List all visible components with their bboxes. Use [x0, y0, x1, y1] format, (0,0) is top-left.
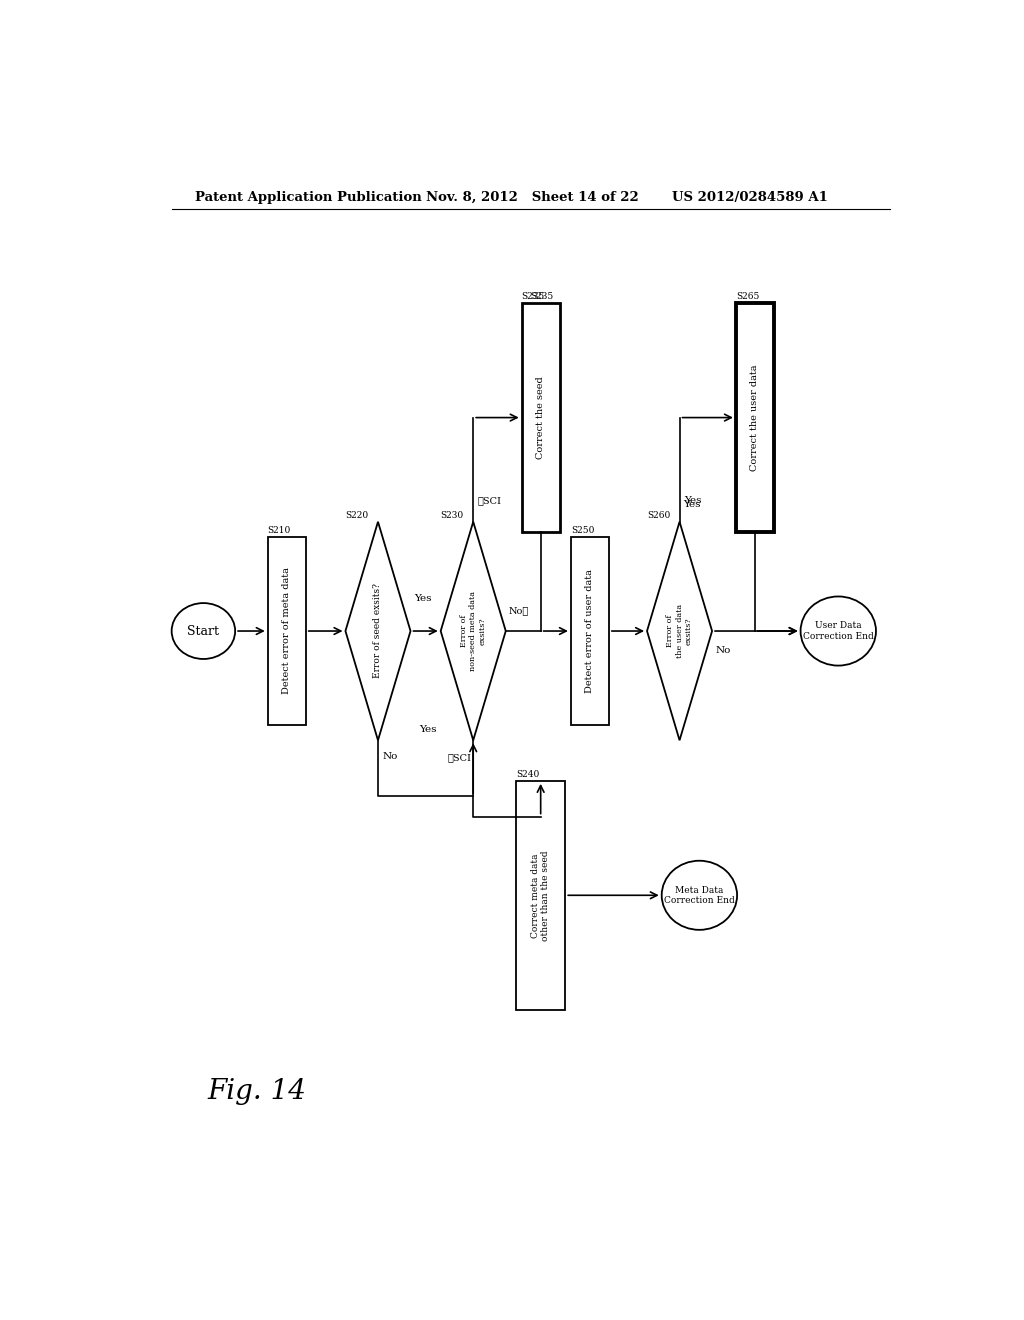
Text: S235: S235 — [521, 292, 545, 301]
Text: Error of seed exsits?: Error of seed exsits? — [374, 583, 383, 678]
Text: User Data
Correction End: User Data Correction End — [803, 622, 873, 640]
Text: Error of
non-seed meta data
exsits?: Error of non-seed meta data exsits? — [460, 591, 486, 671]
Text: Nov. 8, 2012   Sheet 14 of 22: Nov. 8, 2012 Sheet 14 of 22 — [426, 190, 638, 203]
Text: No: No — [715, 647, 731, 656]
Text: No: No — [383, 751, 398, 760]
Text: S260: S260 — [647, 511, 671, 520]
Text: Patent Application Publication: Patent Application Publication — [196, 190, 422, 203]
Text: US 2012/0284589 A1: US 2012/0284589 A1 — [672, 190, 827, 203]
Bar — [267, 537, 306, 725]
Text: S265: S265 — [736, 292, 759, 301]
Text: S250: S250 — [570, 525, 594, 535]
Text: Detect error of meta data: Detect error of meta data — [283, 568, 291, 694]
Text: Correct meta data
other than the seed: Correct meta data other than the seed — [531, 850, 550, 941]
Bar — [736, 304, 774, 532]
Text: Error of
the user data
exsits?: Error of the user data exsits? — [667, 605, 693, 659]
Text: S240: S240 — [516, 770, 540, 779]
Text: S230: S230 — [440, 511, 464, 520]
Text: Yes: Yes — [419, 725, 436, 734]
Bar — [516, 781, 565, 1010]
Text: Start: Start — [187, 624, 219, 638]
Text: No①: No① — [508, 606, 528, 615]
Bar — [570, 537, 609, 725]
Text: S210: S210 — [267, 525, 291, 535]
Text: Correct the seed: Correct the seed — [537, 376, 545, 459]
Text: ④SCI: ④SCI — [477, 496, 501, 506]
Text: S235: S235 — [530, 292, 554, 301]
Text: Yes: Yes — [684, 496, 701, 506]
Text: Correct the user data: Correct the user data — [751, 364, 760, 471]
Text: Yes: Yes — [414, 594, 431, 602]
Text: S220: S220 — [345, 511, 369, 520]
Text: Meta Data
Correction End: Meta Data Correction End — [664, 886, 735, 906]
Text: Yes: Yes — [683, 499, 700, 508]
Text: ③SCI: ③SCI — [447, 754, 472, 763]
Text: Detect error of user data: Detect error of user data — [586, 569, 594, 693]
Bar — [521, 304, 560, 532]
Text: Fig. 14: Fig. 14 — [207, 1078, 306, 1105]
